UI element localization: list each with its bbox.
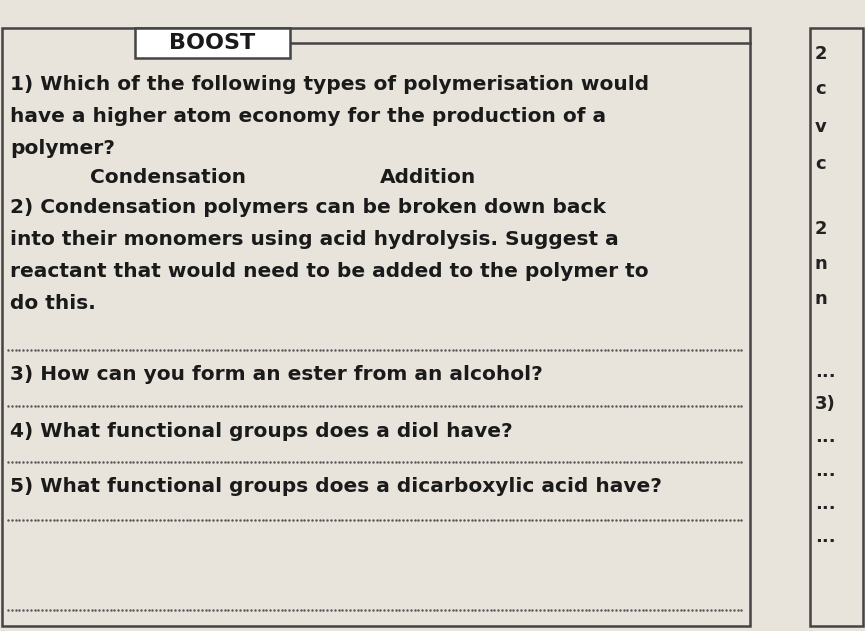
Text: n: n: [815, 255, 828, 273]
Text: c: c: [815, 155, 825, 173]
Text: ...: ...: [815, 428, 836, 446]
Bar: [135, 28, 290, 58]
Bar: [2, 28, 750, 626]
Text: into their monomers using acid hydrolysis. Suggest a: into their monomers using acid hydrolysi…: [10, 230, 618, 249]
Text: 4) What functional groups does a diol have?: 4) What functional groups does a diol ha…: [10, 422, 513, 441]
Text: do this.: do this.: [10, 294, 96, 313]
Text: reactant that would need to be added to the polymer to: reactant that would need to be added to …: [10, 262, 649, 281]
Text: Addition: Addition: [380, 168, 477, 187]
Text: 2: 2: [815, 220, 828, 238]
Text: ...: ...: [815, 363, 836, 381]
Bar: [810, 28, 863, 626]
Text: polymer?: polymer?: [10, 139, 115, 158]
Text: BOOST: BOOST: [170, 33, 256, 53]
Text: 3) How can you form an ester from an alcohol?: 3) How can you form an ester from an alc…: [10, 365, 542, 384]
Text: v: v: [815, 118, 827, 136]
Text: c: c: [815, 80, 825, 98]
Text: 2: 2: [815, 45, 828, 63]
Text: ...: ...: [815, 495, 836, 513]
Text: have a higher atom economy for the production of a: have a higher atom economy for the produ…: [10, 107, 606, 126]
Text: Condensation: Condensation: [90, 168, 246, 187]
Text: 3): 3): [815, 395, 836, 413]
Text: 5) What functional groups does a dicarboxylic acid have?: 5) What functional groups does a dicarbo…: [10, 477, 662, 496]
Text: n: n: [815, 290, 828, 308]
Text: ...: ...: [815, 462, 836, 480]
Text: 2) Condensation polymers can be broken down back: 2) Condensation polymers can be broken d…: [10, 198, 606, 217]
Text: 1) Which of the following types of polymerisation would: 1) Which of the following types of polym…: [10, 75, 649, 94]
Text: ...: ...: [815, 528, 836, 546]
